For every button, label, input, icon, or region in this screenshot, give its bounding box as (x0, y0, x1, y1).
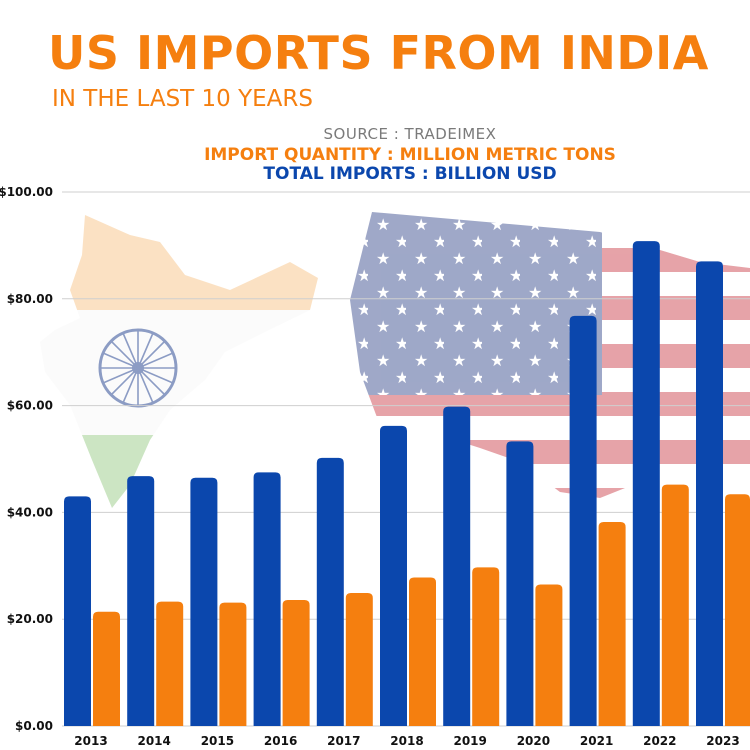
import-quantity-bar (535, 584, 563, 726)
import-quantity-bar (725, 494, 750, 726)
source-label: SOURCE : TRADEIMEX (323, 125, 497, 143)
import-quantity-bar (598, 522, 626, 726)
import-quantity-bar (282, 599, 310, 726)
total-imports-bar (253, 472, 281, 726)
total-imports-bar (64, 496, 91, 726)
import-quantity-bar (219, 602, 247, 726)
x-tick-label: 2022 (643, 734, 676, 748)
total-imports-bar (569, 315, 597, 726)
total-imports-bar (443, 406, 471, 726)
y-tick-label: $20.00 (7, 612, 53, 626)
total-imports-bar (316, 457, 344, 726)
y-tick-label: $60.00 (7, 399, 53, 413)
total-imports-bar (632, 241, 660, 727)
import-quantity-bar (472, 567, 500, 726)
x-tick-label: 2020 (517, 734, 550, 748)
total-imports-bar (506, 441, 534, 726)
y-tick-label: $40.00 (7, 505, 53, 519)
x-tick-label: 2013 (74, 734, 107, 748)
y-tick-label: $0.00 (15, 719, 53, 733)
x-tick-label: 2019 (453, 734, 486, 748)
import-quantity-bar (156, 601, 184, 726)
total-imports-bar (696, 261, 723, 726)
x-tick-label: 2021 (580, 734, 613, 748)
import-quantity-bar (409, 577, 436, 726)
total-imports-bar (190, 477, 218, 726)
total-imports-bar (127, 476, 155, 726)
import-quantity-bar (93, 611, 120, 726)
page-title: US IMPORTS FROM INDIA (48, 26, 709, 80)
y-tick-label: $80.00 (7, 292, 53, 306)
legend-import-quantity: IMPORT QUANTITY : MILLION METRIC TONS (204, 145, 616, 165)
x-tick-label: 2017 (327, 734, 360, 748)
x-tick-label: 2015 (201, 734, 234, 748)
usa-flag-map (350, 212, 750, 498)
y-tick-label: $100.00 (0, 185, 53, 199)
x-tick-label: 2014 (137, 734, 170, 748)
total-imports-bar (380, 425, 407, 726)
import-quantity-bar (345, 593, 373, 726)
x-tick-label: 2016 (264, 734, 297, 748)
page-subtitle: IN THE LAST 10 YEARS (52, 86, 313, 112)
x-tick-label: 2023 (706, 734, 739, 748)
x-tick-label: 2018 (390, 734, 423, 748)
ashoka-chakra (98, 328, 178, 408)
import-quantity-bar (661, 484, 689, 726)
legend-total-imports: TOTAL IMPORTS : BILLION USD (263, 164, 557, 184)
